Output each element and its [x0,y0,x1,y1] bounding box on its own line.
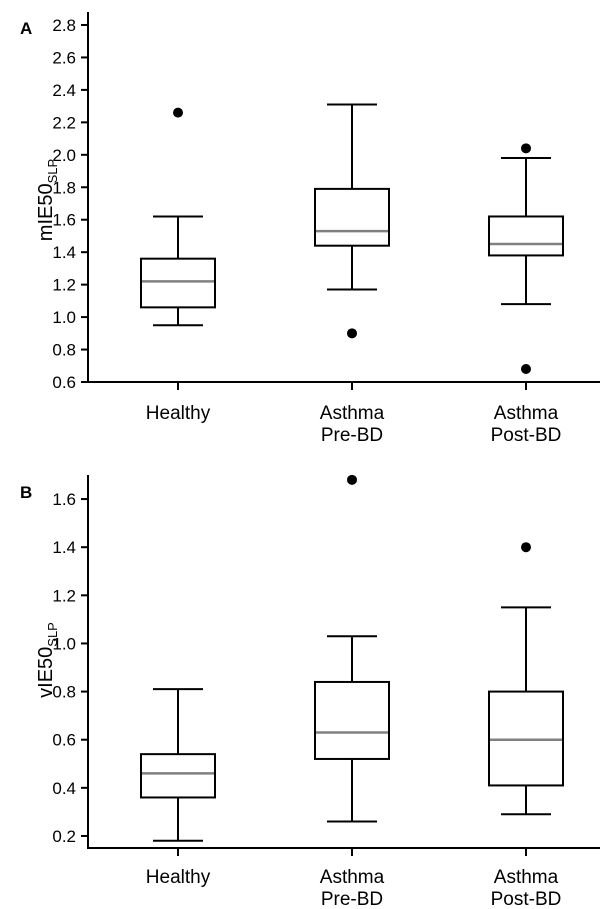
a-y-tick-label: 2.6 [52,48,76,67]
b-x-tick-label: Asthma [494,867,559,888]
a-y-tick-label: 1.6 [52,211,76,230]
panel-a: A 0.6 0.8 1.0 1.2 1.4 1.6 1.8 2.0 2.2 2.4 2.6 2.8 mI… [20,12,600,446]
a-y-tick-label: 2.4 [52,81,76,100]
a-outlier-point [521,364,531,375]
b-box [488,690,564,787]
a-x-tick-label: Asthma [494,403,559,424]
a-outlier-point [347,328,357,339]
b-y-tick-label: 1.0 [52,634,76,653]
a-y-tick-label: 0.6 [52,373,76,392]
a-y-tick-label: 1.4 [52,243,76,262]
a-outlier-point [521,143,531,154]
a-outlier-point [173,107,183,118]
a-y-tick-label: 2.8 [52,16,76,35]
a-x-tick-label-line2: Post-BD [491,425,562,446]
a-box [140,257,216,309]
b-x-tick-label-line2: Pre-BD [321,889,383,909]
a-y-axis-label: mIE50SLP [35,159,60,241]
b-box [314,680,390,760]
a-x-tick-label: Asthma [320,403,385,424]
a-y-tick-label: 2.0 [52,146,76,165]
b-y-tick-label: 0.4 [52,779,76,798]
a-y-tick-label: 1.8 [52,178,76,197]
b-y-tick-label: 1.2 [52,586,76,605]
b-x-tick-label: Healthy [146,867,211,888]
b-x-tick-label: Asthma [320,867,385,888]
b-outlier-point [347,474,357,485]
b-y-tick-label: 0.2 [52,827,76,846]
a-box [488,215,564,257]
a-y-tick-label: 2.2 [52,113,76,132]
b-y-tick-label: 0.6 [52,731,76,750]
b-x-tick-label-line2: Post-BD [491,889,562,909]
a-y-tick-label: 0.8 [52,341,76,360]
b-y-tick-label: 1.4 [52,538,76,557]
panel-a-label: A [20,19,32,38]
a-x-tick-label-line2: Pre-BD [321,425,383,446]
a-box [314,187,390,247]
a-y-tick-label: 1.0 [52,308,76,327]
b-box [140,753,216,799]
b-y-axis-label: vIE50SLP [35,622,60,698]
panel-b-label: B [20,483,32,502]
panel-b: B 0.2 0.4 0.6 0.8 1.0 1.2 1.4 1.6 vIE50SLP Health… [20,474,600,909]
a-x-tick-label: Healthy [146,403,211,424]
b-y-tick-label: 1.6 [52,490,76,509]
a-y-tick-label: 1.2 [52,276,76,295]
b-y-tick-label: 0.8 [52,683,76,702]
b-outlier-point [521,542,531,553]
